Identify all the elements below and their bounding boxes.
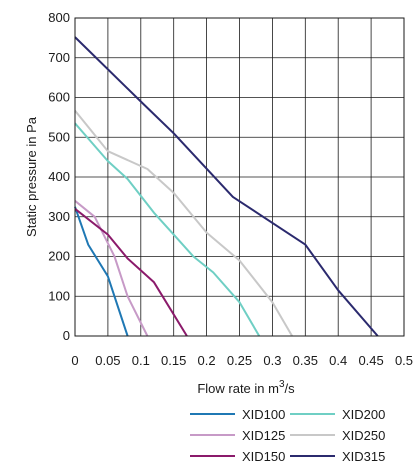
x-tick-label: 0.15: [161, 353, 186, 368]
x-tick-labels: 0 0.05 0.1 0.15 0.2 0.25 0.3 0.35 0.4 0.45 0.5: [71, 353, 413, 368]
y-tick-label: 700: [48, 50, 70, 65]
x-tick-label: 0.45: [358, 353, 383, 368]
x-tick-label: 0.4: [329, 353, 347, 368]
series-line-xid250: [74, 109, 293, 337]
plot-frame: [74, 17, 405, 337]
y-tick-label: 500: [48, 129, 70, 144]
x-tick-label: 0.35: [293, 353, 318, 368]
y-tick-label: 600: [48, 90, 70, 105]
x-tick-label: 0.25: [227, 353, 252, 368]
legend-label: XID315: [342, 449, 385, 462]
legend-label: XID200: [342, 407, 385, 422]
series-line-xid100: [74, 206, 129, 337]
series-group: [74, 36, 379, 337]
y-tick-labels: 0 100 200 300 400 500 600 700 800: [48, 10, 70, 343]
legend: XID100 XID125 XID150 XID200 XID250 XID315: [190, 407, 385, 462]
y-tick-label: 200: [48, 249, 70, 264]
legend-label: XID250: [342, 428, 385, 443]
x-tick-label: 0.2: [198, 353, 216, 368]
x-tick-label: 0: [71, 353, 78, 368]
x-axis-title-tail: /s: [285, 381, 296, 396]
series-line-xid200: [74, 122, 261, 337]
legend-label: XID125: [242, 428, 285, 443]
x-axis-title-superscript: 3: [279, 379, 285, 390]
y-tick-label: 0: [63, 328, 70, 343]
legend-label: XID100: [242, 407, 285, 422]
y-axis-title: Static pressure in Pa: [24, 116, 39, 237]
x-tick-label: 0.3: [263, 353, 281, 368]
series-line-xid315: [74, 36, 379, 337]
x-tick-label: 0.1: [132, 353, 150, 368]
series-line-xid150: [74, 208, 188, 337]
legend-label: XID150: [242, 449, 285, 462]
grid: [75, 18, 404, 336]
x-axis-title-text: Flow rate in m: [197, 381, 279, 396]
y-tick-label: 800: [48, 10, 70, 25]
y-tick-label: 400: [48, 169, 70, 184]
x-tick-label: 0.05: [95, 353, 120, 368]
x-axis-title: Flow rate in m3/s: [197, 379, 295, 396]
y-tick-label: 100: [48, 288, 70, 303]
y-tick-label: 300: [48, 209, 70, 224]
series-line-xid125: [74, 200, 149, 337]
x-tick-label: 0.5: [395, 353, 413, 368]
